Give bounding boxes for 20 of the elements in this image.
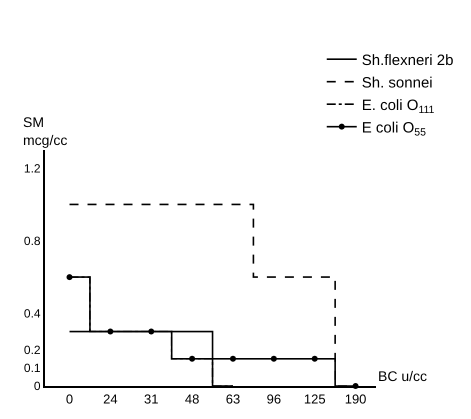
y-tick-label: 0.4 [24, 306, 41, 321]
y-tick-label: 0.2 [24, 342, 41, 357]
x-tick-label: 48 [184, 392, 200, 407]
y-tick-label: 0.8 [24, 234, 41, 248]
x-tick-label: 0 [66, 392, 74, 407]
legend-label: E. coli O$_{111}$ [362, 97, 435, 116]
x-axis-title: BC u/cc [378, 368, 428, 384]
y-tick-label: 0.1 [24, 361, 41, 376]
x-tick-label: 31 [144, 392, 158, 407]
y-tick-label: 1.2 [24, 161, 41, 176]
legend-label: Sh. sonnei [362, 74, 433, 92]
x-tick-label: 24 [103, 392, 118, 407]
x-tick-label: 96 [266, 392, 282, 407]
x-tick-label: 125 [304, 392, 326, 407]
legend-label: E coli O$_{55}$ [362, 120, 426, 139]
legend-label: Sh.flexneri 2b [362, 52, 454, 70]
x-tick-label: 190 [344, 392, 366, 407]
y-tick-label: 0 [34, 379, 41, 394]
y-axis-title: SM mcg/cc [23, 114, 68, 148]
x-tick-label: 63 [226, 392, 240, 407]
